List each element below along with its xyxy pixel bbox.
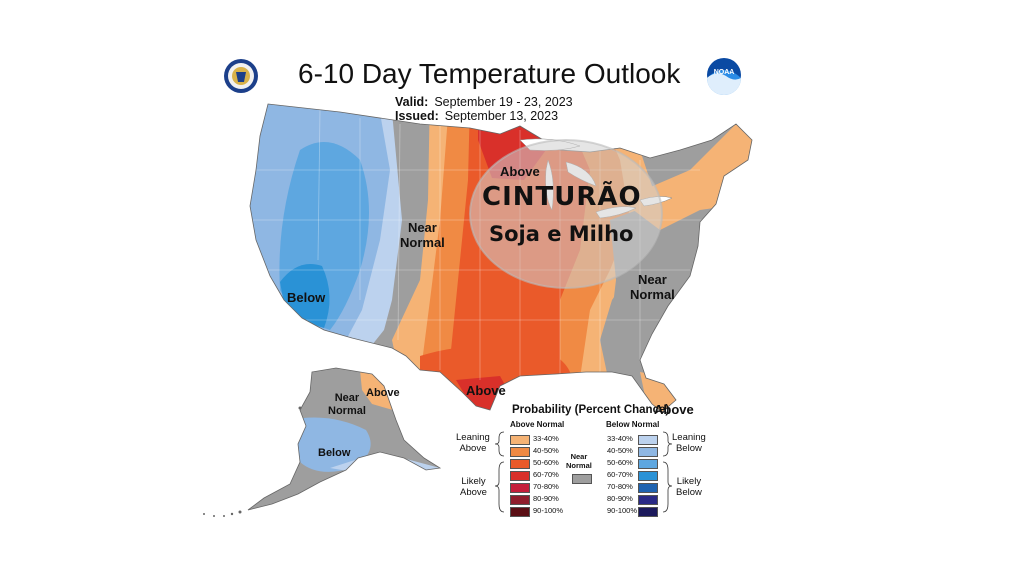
label-below-west: Below: [287, 290, 326, 305]
below-pct-2: 50-60%: [607, 458, 633, 467]
below-swatch-5: [638, 495, 658, 505]
legend-likely-above: Likely Above: [460, 476, 487, 498]
above-pct-1: 40-50%: [533, 446, 559, 455]
label-near-normal-east: Near Normal: [630, 272, 675, 302]
label-alaska-near-normal: Near Normal: [328, 392, 366, 417]
corn-soy-belt-overlay: [469, 139, 663, 289]
doc-seal-icon: [224, 59, 258, 93]
alaska-map: [248, 368, 440, 510]
above-swatch-1: [510, 447, 530, 457]
label-above-florida: Above: [654, 402, 694, 417]
above-swatch-2: [510, 459, 530, 469]
overlay-title: CINTURÃO: [482, 182, 642, 212]
above-swatch-0: [510, 435, 530, 445]
valid-label: Valid:: [395, 95, 429, 109]
below-pct-3: 60-70%: [607, 470, 633, 479]
legend-leaning-above: Leaning Above: [456, 432, 490, 454]
label-alaska-below: Below: [318, 447, 351, 459]
below-swatch-2: [638, 459, 658, 469]
above-swatch-4: [510, 483, 530, 493]
noaa-logo-text: NOAA: [714, 69, 735, 76]
above-pct-2: 50-60%: [533, 458, 559, 467]
above-swatch-5: [510, 495, 530, 505]
label-above-north: Above: [500, 164, 540, 179]
legend-braces: [494, 431, 673, 513]
below-swatch-3: [638, 471, 658, 481]
label-above-texas: Above: [466, 383, 506, 398]
above-pct-0: 33-40%: [533, 434, 559, 443]
issued-value: September 13, 2023: [444, 109, 559, 123]
issued-label: Issued:: [395, 109, 439, 123]
below-swatch-1: [638, 447, 658, 457]
legend-below-header: Below Normal: [606, 420, 660, 429]
page-title: 6-10 Day Temperature Outlook: [298, 58, 681, 89]
below-pct-6: 90-100%: [607, 506, 638, 515]
overlay-subtitle: Soja e Milho: [489, 222, 634, 246]
legend-leaning-below: Leaning Below: [672, 432, 706, 454]
valid-value: September 19 - 23, 2023: [434, 95, 573, 109]
below-pct-0: 33-40%: [607, 434, 633, 443]
legend-near-label: Near Normal: [566, 452, 592, 470]
label-near-normal-west: Near Normal: [400, 220, 445, 250]
above-swatch-3: [510, 471, 530, 481]
legend-near-swatch: [572, 474, 592, 484]
legend-title: Probability (Percent Chance): [512, 404, 670, 416]
below-pct-1: 40-50%: [607, 446, 633, 455]
above-pct-3: 60-70%: [533, 470, 559, 479]
legend-above-header: Above Normal: [510, 420, 565, 429]
below-pct-4: 70-80%: [607, 482, 633, 491]
above-swatch-6: [510, 507, 530, 517]
label-alaska-above: Above: [366, 387, 400, 399]
below-swatch-4: [638, 483, 658, 493]
below-swatch-0: [638, 435, 658, 445]
above-pct-6: 90-100%: [533, 506, 564, 515]
legend-likely-below: Likely Below: [676, 476, 702, 498]
below-pct-5: 80-90%: [607, 494, 633, 503]
noaa-logo-icon: NOAA: [707, 58, 741, 95]
issued-date: Issued: September 13, 2023: [395, 109, 558, 123]
aleutian-islands: [203, 406, 302, 517]
above-pct-4: 70-80%: [533, 482, 559, 491]
valid-dates: Valid: September 19 - 23, 2023: [395, 95, 573, 109]
below-swatch-6: [638, 507, 658, 517]
above-pct-5: 80-90%: [533, 494, 559, 503]
